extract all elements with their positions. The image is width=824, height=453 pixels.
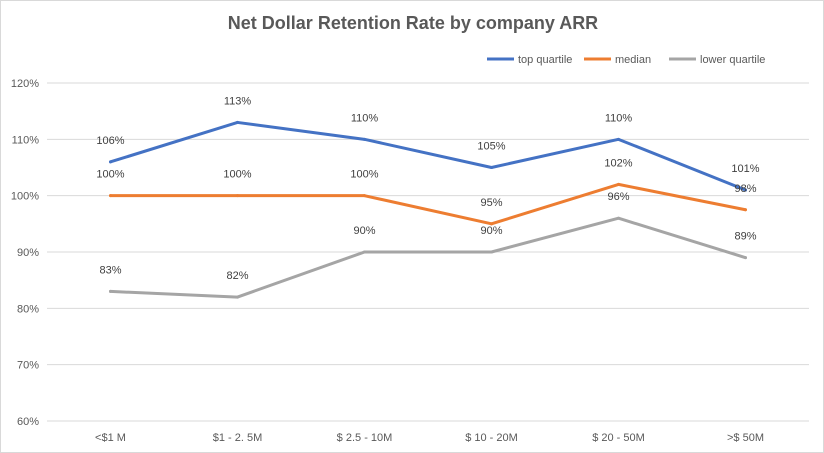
data-point: [617, 182, 620, 186]
data-label: 110%: [605, 112, 633, 124]
x-tick-label: $ 20 - 50M: [592, 432, 645, 444]
legend-label: lower quartile: [700, 54, 765, 66]
data-label: 100%: [350, 169, 378, 181]
data-labels: 106% 113% 110% 105% 110% 101% 100% 100% 100% 95% 1…: [96, 95, 759, 282]
series-line-2: [109, 216, 747, 299]
data-point: [109, 289, 112, 293]
data-point: [744, 188, 747, 192]
x-tick-label: <$1 M: [95, 432, 126, 444]
data-label: 102%: [604, 157, 632, 169]
x-tick-label: $1 - 2. 5M: [213, 432, 263, 444]
data-label: 90%: [480, 225, 502, 237]
data-label: 83%: [99, 264, 121, 276]
legend: top quartile median lower quartile: [487, 54, 765, 66]
data-point: [617, 137, 620, 141]
data-point: [363, 137, 366, 141]
data-label: 106%: [96, 135, 124, 147]
data-label: 110%: [351, 112, 379, 124]
data-point: [236, 194, 239, 198]
y-tick-label: 90%: [17, 247, 39, 259]
data-label: 82%: [226, 270, 248, 282]
data-point: [490, 222, 493, 226]
data-label: 100%: [96, 169, 124, 181]
data-point: [363, 194, 366, 198]
data-label: 95%: [480, 197, 502, 209]
data-point: [744, 256, 747, 260]
series-line-1: [109, 182, 747, 226]
data-label: 90%: [353, 225, 375, 237]
legend-label: top quartile: [518, 54, 572, 66]
data-point: [109, 160, 112, 164]
data-point: [617, 216, 620, 220]
y-tick-label: 80%: [17, 303, 39, 315]
y-axis-ticks: 60% 70% 80% 90% 100% 110% 120%: [11, 78, 39, 428]
series-lines: [109, 120, 747, 299]
y-tick-label: 70%: [17, 360, 39, 372]
data-label: 105%: [477, 141, 505, 153]
series-line-0: [109, 120, 747, 192]
data-point: [744, 208, 747, 212]
legend-label: median: [615, 54, 651, 66]
x-tick-label: >$ 50M: [727, 432, 764, 444]
y-tick-label: 100%: [11, 191, 39, 203]
data-label: 98%: [734, 183, 756, 195]
data-point: [236, 295, 239, 299]
data-label: 100%: [223, 169, 251, 181]
data-label: 113%: [224, 95, 252, 107]
chart-title: Net Dollar Retention Rate by company ARR: [228, 13, 598, 33]
data-point: [490, 250, 493, 254]
y-tick-label: 60%: [17, 416, 39, 428]
data-label: 89%: [734, 231, 756, 243]
x-tick-label: $ 10 - 20M: [465, 432, 518, 444]
data-label: 96%: [607, 191, 629, 203]
x-axis-ticks: <$1 M $1 - 2. 5M $ 2.5 - 10M $ 10 - 20M $ 20…: [95, 432, 764, 444]
data-point: [109, 194, 112, 198]
y-tick-label: 120%: [11, 78, 39, 90]
x-tick-label: $ 2.5 - 10M: [337, 432, 393, 444]
data-label: 101%: [731, 163, 759, 175]
data-point: [363, 250, 366, 254]
y-tick-label: 110%: [12, 134, 40, 146]
data-point: [490, 166, 493, 169]
data-point: [236, 120, 239, 124]
